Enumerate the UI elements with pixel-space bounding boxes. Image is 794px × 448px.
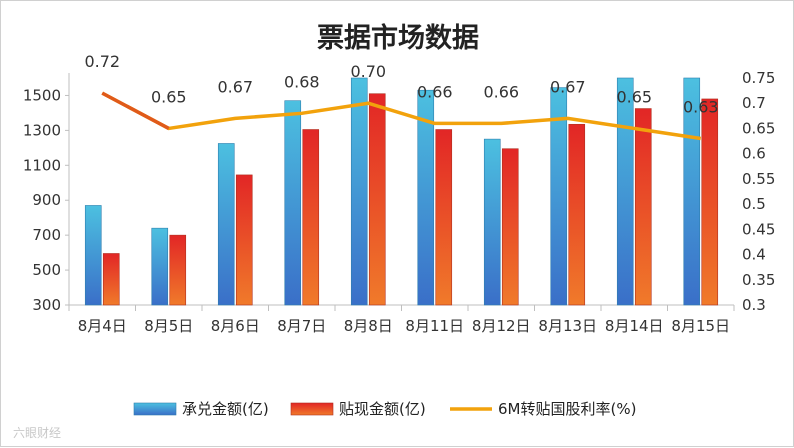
rate-data-label: 0.66 [417,82,453,101]
data-labels: 0.72 0.65 0.67 0.68 0.70 0.66 0.66 0.67 0.65 0.63 [84,52,718,116]
legend-swatch-discount [290,402,334,416]
rate-data-label: 0.68 [284,72,320,91]
axes: 300 500 700 900 1100 1300 1500 0.3 0.35 0.4 0.45 0.… [23,69,776,335]
legend: 承兑金额(亿) 贴现金额(亿) 6M转贴国股利率(%) [133,400,636,418]
x-tick-label: 8月6日 [211,317,260,335]
bar-acceptance [417,89,435,306]
bar-discount [501,148,519,306]
rate-data-label: 0.65 [616,87,652,106]
bar-discount [235,174,253,306]
bar-discount [102,253,120,306]
bar-acceptance [217,143,235,306]
y-left-tick-label: 300 [32,296,61,314]
y-right-tick-label: 0.75 [742,69,775,87]
y-left-tick-label: 700 [32,226,61,244]
x-tick-label: 8月4日 [78,317,127,335]
x-tick-label: 8月8日 [344,317,393,335]
legend-label-rate: 6M转贴国股利率(%) [498,400,636,418]
y-right-tick-label: 0.35 [742,271,775,289]
bar-discount [169,234,187,306]
rate-series-line [101,91,702,141]
bar-discount [435,129,453,306]
bar-discount [634,108,652,306]
bar-discount [368,93,386,306]
x-tick-label: 8月11日 [405,317,464,335]
bar-acceptance [550,87,568,306]
bar-discount [302,129,320,306]
rate-data-label: 0.66 [483,82,519,101]
bar-discount [568,123,586,306]
x-tick-label: 8月7日 [277,317,326,335]
bar-acceptance [151,227,169,306]
x-tick-label: 8月15日 [671,317,730,335]
rate-data-label: 0.67 [550,77,586,96]
legend-label-acceptance: 承兑金额(亿) [182,400,269,418]
y-right-tick-label: 0.7 [742,94,766,112]
y-right-tick-label: 0.3 [742,296,766,314]
y-left-tick-label: 1100 [23,156,61,174]
x-tick-label: 8月13日 [538,317,597,335]
rate-line [101,91,702,141]
bar-acceptance [683,77,701,306]
y-left-tick-label: 500 [32,261,61,279]
bar-discount [701,98,719,306]
rate-first-segment [101,91,170,130]
y-right-tick-label: 0.65 [742,119,775,137]
rate-data-label: 0.67 [217,77,253,96]
legend-swatch-acceptance [133,402,177,416]
y-left-tick-label: 900 [32,191,61,209]
bars [84,77,719,306]
y-left-tick-label: 1500 [23,86,61,104]
x-tick-label: 8月12日 [472,317,531,335]
bar-acceptance [284,100,302,306]
y-right-tick-label: 0.4 [742,246,766,264]
y-left-tick-label: 1300 [23,121,61,139]
rate-data-label: 0.70 [350,62,386,81]
y-right-tick-label: 0.45 [742,220,775,238]
bar-acceptance [616,77,634,306]
y-right-tick-label: 0.6 [742,145,766,163]
rate-data-label: 0.72 [84,52,120,71]
y-right-tick-label: 0.5 [742,195,766,213]
x-tick-label: 8月5日 [144,317,193,335]
x-tick-label: 8月14日 [605,317,664,335]
chart-title: 票据市场数据 [317,22,479,54]
rate-data-label: 0.63 [683,98,719,117]
y-right-tick-label: 0.55 [742,170,775,188]
bar-acceptance [84,205,102,306]
bar-acceptance [483,138,501,306]
legend-label-discount: 贴现金额(亿) [339,400,426,418]
bar-acceptance [350,77,368,306]
watermark-logo: 六眼财经 [13,426,61,440]
rate-data-label: 0.65 [151,87,187,106]
